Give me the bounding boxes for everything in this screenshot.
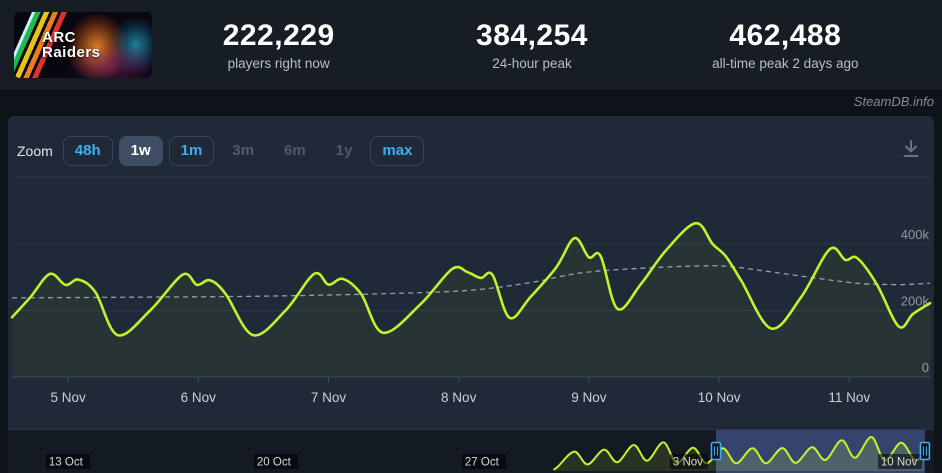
zoom-button-6m: 6m (272, 136, 318, 166)
x-axis-label: 5 Nov (50, 390, 86, 405)
navigator-handle-left-grip[interactable] (710, 441, 722, 461)
24h-peak-value: 384,254 (476, 19, 588, 52)
x-axis-label: 7 Nov (311, 390, 347, 405)
zoom-button-1w[interactable]: 1w (118, 136, 163, 166)
stats-row: 222,229 players right now 384,254 24-hou… (152, 19, 942, 71)
navigator-label-bg (669, 454, 708, 469)
watermark-strip: SteamDB.info (0, 90, 942, 116)
players-area-fill (12, 223, 931, 377)
zoom-label: Zoom (17, 143, 53, 159)
navigator-line (552, 436, 925, 471)
navigator-handle-right-grip[interactable] (919, 441, 931, 461)
stat-alltime-peak: 462,488 all-time peak 2 days ago (659, 19, 912, 71)
y-axis-label: 200k (901, 294, 930, 309)
players-chart[interactable]: 5 Nov 6 Nov 7 Nov 8 Nov 9 Nov 10 Nov 11 Nov 400… (8, 116, 934, 429)
x-axis-label: 6 Nov (181, 390, 217, 405)
navigator-label-bg (45, 454, 91, 469)
stat-24h-peak: 384,254 24-hour peak (405, 19, 658, 71)
navigator-mask-left (8, 430, 716, 473)
navigator-date-label: 20 Oct (257, 457, 292, 469)
capsule-art-cyan-glow (110, 16, 152, 74)
navigator-label-bg (253, 454, 299, 469)
chart-panel: Zoom 48h 1w 1m 3m 6m 1y max 5 Nov 6 Nov 7 … (8, 116, 934, 473)
navigator-date-label: 13 Oct (49, 457, 84, 469)
current-players-value: 222,229 (222, 19, 335, 52)
header: ARC Raiders 222,229 players right now 38… (0, 0, 942, 90)
zoom-toolbar: Zoom 48h 1w 1m 3m 6m 1y max (17, 136, 430, 166)
navigator-handle-left[interactable] (710, 441, 722, 461)
alltime-peak-label: all-time peak 2 days ago (712, 56, 859, 71)
zoom-button-48h[interactable]: 48h (62, 136, 113, 166)
game-logo-line2: Raiders (42, 44, 101, 61)
24h-peak-label: 24-hour peak (492, 56, 572, 71)
y-axis-label: 0 (922, 360, 929, 375)
navigator-label-bg (461, 454, 507, 469)
zoom-button-1m[interactable]: 1m (168, 136, 215, 166)
current-players-label: players right now (227, 56, 330, 71)
game-capsule-image[interactable]: ARC Raiders (14, 12, 152, 78)
game-logo-line1: ARC (42, 29, 76, 46)
y-axis-label: 400k (901, 227, 930, 242)
capsule-art-magenta-glow (66, 42, 152, 78)
x-axis-label: 8 Nov (441, 390, 477, 405)
navigator-date-label: 10 Nov (881, 457, 918, 469)
zoom-button-1y: 1y (324, 136, 365, 166)
players-line (10, 221, 932, 337)
chart-navigator[interactable]: 13 Oct 20 Oct 27 Oct 3 Nov 10 Nov (8, 429, 934, 473)
x-axis-label: 9 Nov (571, 390, 607, 405)
zoom-button-3m: 3m (220, 136, 266, 166)
navigator-handle-right[interactable] (919, 441, 931, 461)
navigator-label-bg (877, 454, 923, 469)
steamdb-watermark: SteamDB.info (853, 94, 934, 109)
x-axis-label: 11 Nov (828, 390, 870, 405)
navigator-date-label: 3 Nov (673, 457, 703, 469)
download-icon[interactable] (900, 138, 922, 160)
alltime-peak-value: 462,488 (729, 19, 842, 52)
x-axis-label: 10 Nov (698, 390, 741, 405)
navigator-date-label: 27 Oct (465, 457, 500, 469)
stat-current-players: 222,229 players right now (152, 19, 405, 71)
zoom-button-max[interactable]: max (370, 136, 425, 166)
rolling-average-line (12, 265, 931, 299)
game-logo: ARC Raiders (42, 30, 101, 60)
